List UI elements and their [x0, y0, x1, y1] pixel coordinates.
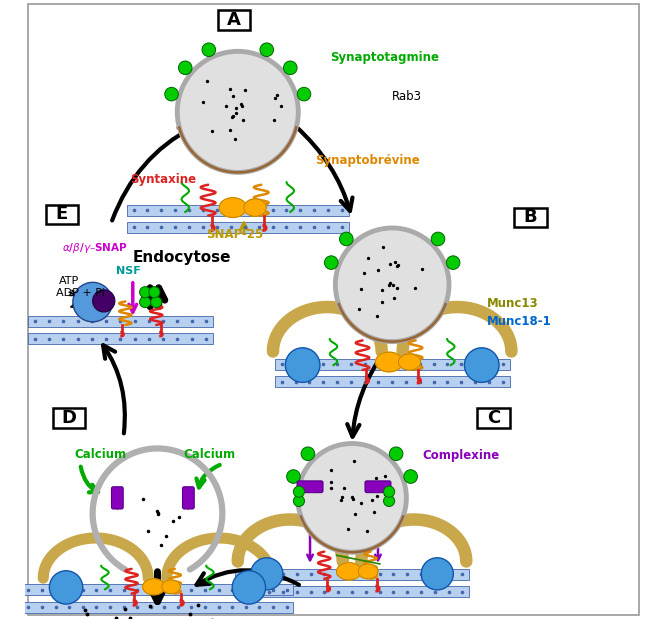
Circle shape: [297, 444, 406, 552]
Text: Calcium: Calcium: [183, 448, 235, 461]
FancyBboxPatch shape: [28, 316, 213, 327]
Polygon shape: [398, 354, 421, 370]
Polygon shape: [244, 199, 266, 216]
Text: Synaptotagmine: Synaptotagmine: [330, 51, 440, 64]
Circle shape: [446, 256, 460, 269]
Circle shape: [404, 470, 418, 483]
Circle shape: [336, 228, 449, 342]
Circle shape: [301, 447, 315, 461]
FancyBboxPatch shape: [127, 222, 349, 233]
Circle shape: [260, 43, 273, 56]
Text: Munc13: Munc13: [487, 297, 538, 310]
FancyBboxPatch shape: [365, 481, 391, 493]
Circle shape: [139, 287, 151, 298]
Circle shape: [177, 51, 298, 172]
Circle shape: [283, 61, 297, 75]
Circle shape: [287, 470, 300, 483]
Polygon shape: [358, 564, 378, 579]
Text: Calcium: Calcium: [74, 448, 126, 461]
Circle shape: [297, 87, 311, 101]
Circle shape: [293, 495, 304, 506]
FancyBboxPatch shape: [218, 10, 250, 30]
Circle shape: [139, 297, 151, 308]
Circle shape: [165, 87, 178, 101]
Circle shape: [293, 486, 304, 497]
Circle shape: [384, 486, 395, 497]
Polygon shape: [376, 352, 403, 372]
Text: SNAP-25: SNAP-25: [206, 228, 263, 241]
Circle shape: [340, 232, 353, 246]
Text: Syntaxine: Syntaxine: [129, 173, 196, 186]
Text: Endocytose: Endocytose: [133, 250, 231, 265]
Text: C: C: [487, 409, 500, 427]
Circle shape: [432, 232, 445, 246]
Polygon shape: [219, 197, 246, 217]
Text: Synaptobrévine: Synaptobrévine: [315, 154, 420, 167]
Text: Munc18-1: Munc18-1: [487, 315, 552, 328]
Text: D: D: [61, 409, 77, 427]
Circle shape: [390, 447, 403, 461]
FancyBboxPatch shape: [127, 204, 349, 215]
Text: A: A: [227, 11, 241, 29]
Circle shape: [464, 348, 499, 383]
Text: Complexine: Complexine: [422, 449, 500, 462]
Circle shape: [151, 297, 162, 308]
Circle shape: [73, 282, 113, 322]
Circle shape: [232, 571, 265, 604]
FancyBboxPatch shape: [297, 481, 323, 493]
FancyBboxPatch shape: [28, 333, 213, 344]
Polygon shape: [337, 563, 362, 580]
FancyBboxPatch shape: [21, 602, 293, 613]
Circle shape: [202, 43, 215, 56]
Text: Rab3: Rab3: [392, 90, 422, 103]
FancyBboxPatch shape: [235, 586, 470, 597]
FancyBboxPatch shape: [235, 569, 470, 580]
FancyBboxPatch shape: [46, 204, 78, 224]
FancyBboxPatch shape: [111, 487, 123, 509]
Circle shape: [384, 495, 395, 506]
Text: NSF: NSF: [116, 266, 141, 276]
FancyBboxPatch shape: [28, 4, 639, 615]
Circle shape: [179, 61, 192, 75]
FancyBboxPatch shape: [275, 359, 510, 370]
Polygon shape: [143, 579, 165, 595]
FancyBboxPatch shape: [53, 409, 85, 428]
Circle shape: [93, 290, 115, 312]
Text: E: E: [55, 206, 68, 223]
FancyBboxPatch shape: [275, 376, 510, 387]
Text: ATP: ATP: [59, 276, 79, 286]
FancyBboxPatch shape: [21, 584, 293, 595]
Circle shape: [421, 558, 454, 590]
Text: ADP + Pi: ADP + Pi: [55, 288, 105, 298]
FancyBboxPatch shape: [183, 487, 194, 509]
Polygon shape: [162, 580, 180, 594]
FancyBboxPatch shape: [478, 409, 510, 428]
Circle shape: [251, 558, 283, 590]
Circle shape: [149, 287, 160, 298]
Text: $\alpha$/$\beta$/$\gamma$–SNAP: $\alpha$/$\beta$/$\gamma$–SNAP: [62, 241, 127, 255]
FancyBboxPatch shape: [514, 207, 546, 227]
Circle shape: [285, 348, 320, 383]
Circle shape: [324, 256, 338, 269]
Text: B: B: [524, 209, 538, 227]
Circle shape: [49, 571, 83, 604]
